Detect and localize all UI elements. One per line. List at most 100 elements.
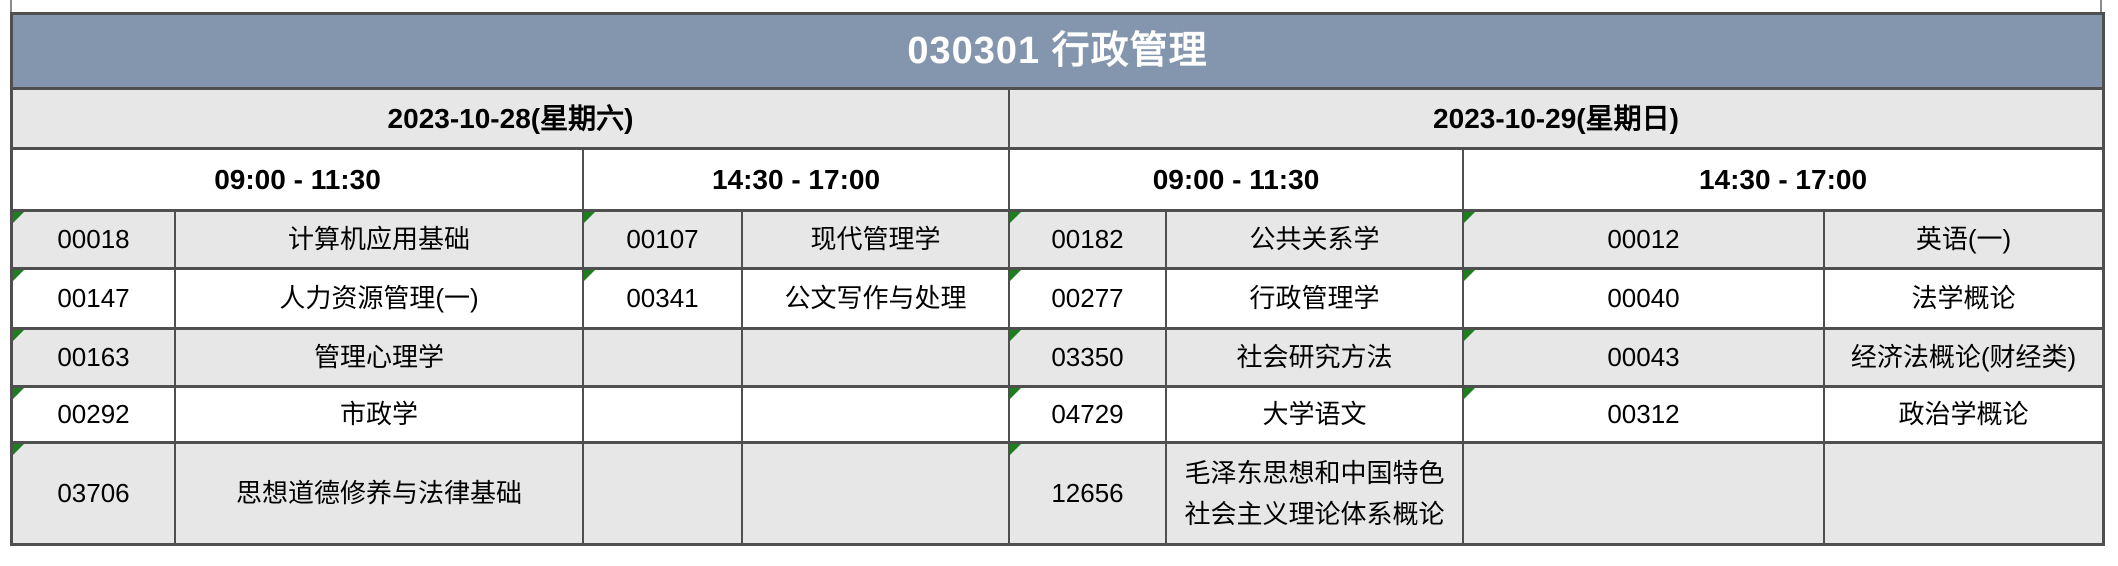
course-code: 00012 — [1607, 224, 1680, 255]
course-name-cell[interactable]: 行政管理学 — [1167, 270, 1462, 327]
comment-marker-icon — [1010, 388, 1021, 399]
course-name-cell[interactable]: 人力资源管理(一) — [176, 270, 582, 327]
course-name-cell[interactable]: 计算机应用基础 — [176, 212, 582, 267]
course-name-cell[interactable]: 管理心理学 — [176, 330, 582, 385]
course-code-cell[interactable]: 00292 — [13, 388, 174, 441]
comment-marker-icon — [1464, 330, 1475, 341]
time-slot-header-sun-am[interactable]: 09:00 - 11:30 — [1010, 150, 1462, 209]
course-name-cell[interactable]: 现代管理学 — [743, 212, 1008, 267]
empty-cell[interactable] — [584, 444, 741, 543]
course-name: 行政管理学 — [1249, 283, 1380, 314]
course-code-cell[interactable]: 00018 — [13, 212, 174, 267]
course-code-cell[interactable]: 00312 — [1464, 388, 1823, 441]
comment-marker-icon — [1464, 212, 1475, 223]
course-code: 03350 — [1051, 342, 1124, 373]
course-name-cell[interactable]: 英语(一) — [1825, 212, 2102, 267]
course-code: 00341 — [626, 283, 699, 314]
course-code: 00292 — [57, 399, 130, 430]
course-code: 04729 — [1051, 399, 1124, 430]
course-name-cell[interactable]: 市政学 — [176, 388, 582, 441]
course-code: 00040 — [1607, 283, 1680, 314]
course-name-cell[interactable]: 法学概论 — [1825, 270, 2102, 327]
course-code-cell[interactable]: 04729 — [1010, 388, 1165, 441]
comment-marker-icon — [13, 212, 24, 223]
comment-marker-icon — [1010, 444, 1021, 455]
empty-cell[interactable] — [584, 330, 741, 385]
comment-marker-icon — [1010, 330, 1021, 341]
course-name: 公共关系学 — [1249, 224, 1380, 255]
course-name-cell[interactable]: 公共关系学 — [1167, 212, 1462, 267]
course-code: 00043 — [1607, 342, 1680, 373]
course-code-cell[interactable]: 00040 — [1464, 270, 1823, 327]
empty-cell[interactable] — [1464, 444, 1823, 543]
empty-cell[interactable] — [743, 444, 1008, 543]
course-code: 00277 — [1051, 283, 1124, 314]
time-slot-header-sat-pm[interactable]: 14:30 - 17:00 — [584, 150, 1008, 209]
course-code-cell[interactable]: 03350 — [1010, 330, 1165, 385]
course-code-cell[interactable]: 12656 — [1010, 444, 1165, 543]
comment-marker-icon — [1010, 212, 1021, 223]
course-name: 法学概论 — [1911, 283, 2016, 314]
comment-marker-icon — [1464, 270, 1475, 281]
course-name: 政治学概论 — [1898, 399, 2029, 430]
course-code: 00312 — [1607, 399, 1680, 430]
date-header-saturday[interactable]: 2023-10-28(星期六) — [13, 90, 1008, 147]
course-name: 市政学 — [339, 399, 418, 430]
course-name-cell[interactable]: 大学语文 — [1167, 388, 1462, 441]
comment-marker-icon — [1010, 270, 1021, 281]
empty-cell[interactable] — [584, 388, 741, 441]
gridline-tick-left — [10, 0, 12, 13]
course-name: 毛泽东思想和中国特色社会主义理论体系概论 — [1184, 458, 1445, 529]
comment-marker-icon — [584, 270, 595, 281]
course-name-cell[interactable]: 政治学概论 — [1825, 388, 2102, 441]
program-title-cell[interactable]: 030301 行政管理 — [13, 15, 2102, 87]
course-name: 公文写作与处理 — [784, 283, 967, 314]
course-code: 00182 — [1051, 224, 1124, 255]
course-name: 大学语文 — [1262, 399, 1367, 430]
course-code-cell[interactable]: 00043 — [1464, 330, 1823, 385]
time-slot-header-sat-am[interactable]: 09:00 - 11:30 — [13, 150, 582, 209]
time-slot-header-sun-pm[interactable]: 14:30 - 17:00 — [1464, 150, 2102, 209]
empty-cell[interactable] — [1825, 444, 2102, 543]
course-code-cell[interactable]: 00107 — [584, 212, 741, 267]
course-code-cell[interactable]: 00163 — [13, 330, 174, 385]
course-code: 00147 — [57, 283, 130, 314]
course-name: 计算机应用基础 — [287, 224, 470, 255]
course-code-cell[interactable]: 03706 — [13, 444, 174, 543]
course-code-cell[interactable]: 00182 — [1010, 212, 1165, 267]
course-code-cell[interactable]: 00012 — [1464, 212, 1823, 267]
time-slot-label: 14:30 - 17:00 — [711, 163, 881, 195]
program-title: 030301 行政管理 — [907, 29, 1208, 72]
date-header-sunday[interactable]: 2023-10-29(星期日) — [1010, 90, 2102, 147]
date-label: 2023-10-29(星期日) — [1433, 102, 1679, 134]
course-name-cell[interactable]: 公文写作与处理 — [743, 270, 1008, 327]
course-code: 00107 — [626, 224, 699, 255]
course-code-cell[interactable]: 00341 — [584, 270, 741, 327]
course-code: 12656 — [1051, 478, 1124, 509]
date-label: 2023-10-28(星期六) — [387, 102, 634, 134]
course-name-cell[interactable]: 社会研究方法 — [1167, 330, 1462, 385]
course-name: 社会研究方法 — [1236, 342, 1393, 373]
time-slot-label: 09:00 - 11:30 — [214, 163, 381, 195]
comment-marker-icon — [1464, 388, 1475, 399]
comment-marker-icon — [584, 212, 595, 223]
course-name: 经济法概论(财经类) — [1850, 342, 2077, 373]
course-name: 英语(一) — [1915, 224, 2012, 255]
course-code-cell[interactable]: 00147 — [13, 270, 174, 327]
empty-cell[interactable] — [743, 388, 1008, 441]
comment-marker-icon — [13, 270, 24, 281]
course-code: 00018 — [57, 224, 130, 255]
exam-schedule-table: 030301 行政管理 2023-10-28(星期六) 2023-10-29(星… — [10, 12, 2105, 546]
course-name: 现代管理学 — [810, 224, 941, 255]
time-slot-label: 09:00 - 11:30 — [1152, 163, 1320, 195]
gridline-tick-right — [2100, 0, 2102, 13]
course-name-cell[interactable]: 毛泽东思想和中国特色社会主义理论体系概论 — [1167, 444, 1462, 543]
comment-marker-icon — [13, 330, 24, 341]
course-name-cell[interactable]: 经济法概论(财经类) — [1825, 330, 2102, 385]
comment-marker-icon — [13, 444, 24, 455]
course-code-cell[interactable]: 00277 — [1010, 270, 1165, 327]
time-slot-label: 14:30 - 17:00 — [1698, 163, 1868, 195]
course-name-cell[interactable]: 思想道德修养与法律基础 — [176, 444, 582, 543]
empty-cell[interactable] — [743, 330, 1008, 385]
course-name: 管理心理学 — [313, 342, 444, 373]
